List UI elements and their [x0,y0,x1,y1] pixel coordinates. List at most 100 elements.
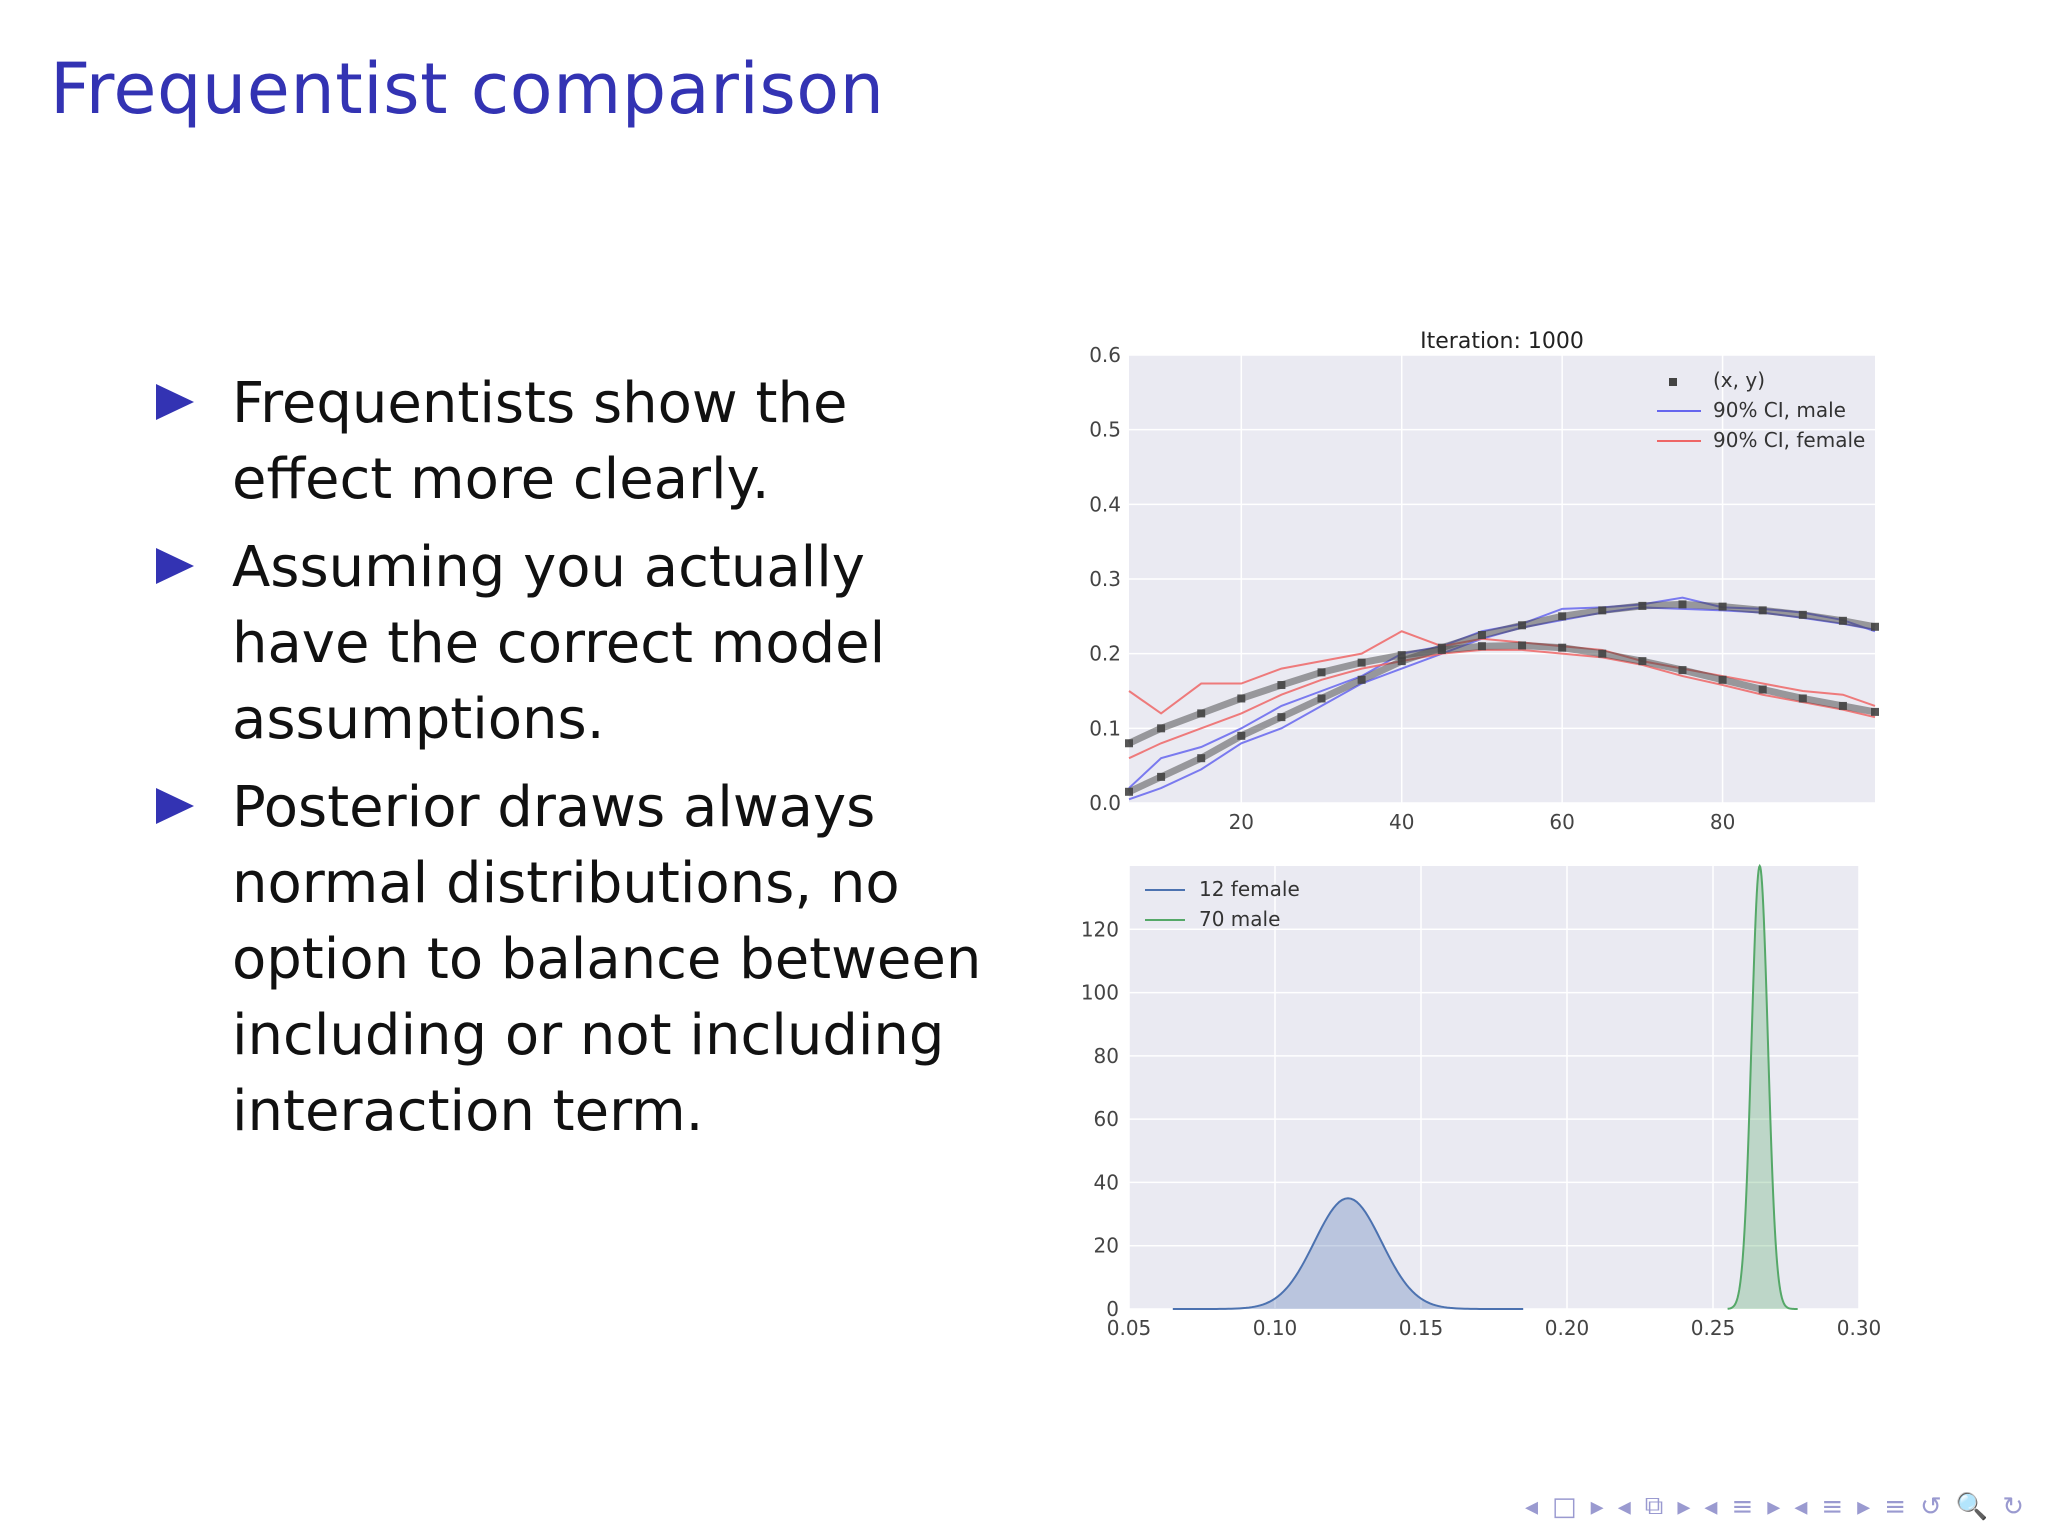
x-tick-label: 60 [1549,810,1574,834]
bullet-list: Frequentists show the effect more clearl… [152,366,1012,1162]
y-tick-label: 0 [1106,1297,1119,1321]
data-point [1197,709,1206,718]
data-point [1798,610,1807,619]
slide-icon[interactable]: ≡ [1821,1491,1844,1522]
beamer-navigation: ◂ □ ▸ ◂ ⧉ ▸ ◂ ≡ ▸ ◂ ≡ ▸ ≡ ↺ 🔍 ↻ [1525,1491,2024,1522]
legend-label: 90% CI, female [1713,428,1865,452]
nav-right-icon[interactable]: ▸ [1677,1491,1691,1522]
section-icon[interactable]: ≡ [1731,1491,1754,1522]
density-area [1172,1198,1524,1309]
data-point [1638,601,1647,610]
x-tick-label: 0.25 [1691,1316,1736,1340]
undo-icon[interactable]: ↺ [1920,1491,1942,1522]
data-point [1718,675,1727,684]
data-point [1437,645,1446,654]
y-tick-label: 0.4 [1089,492,1121,516]
x-tick-label: 80 [1710,810,1735,834]
data-point [1277,713,1286,722]
list-icon[interactable]: ≡ [1884,1491,1907,1522]
legend-label: 70 male [1199,907,1280,931]
data-point [1317,668,1326,677]
legend-label: (x, y) [1713,368,1765,392]
bullet-arrow-icon [156,548,194,584]
data-point [1518,621,1527,630]
data-point [1277,681,1286,690]
nav-left-icon[interactable]: ◂ [1617,1491,1631,1522]
data-point [1397,657,1406,666]
density-line [1727,863,1798,1310]
zoom-icon[interactable]: ↻ [2002,1491,2024,1522]
data-point [1678,600,1687,609]
y-tick-label: 20 [1094,1234,1119,1258]
bullet-arrow-icon [156,384,194,420]
legend-label: 90% CI, male [1713,398,1846,422]
data-point [1598,649,1607,658]
posterior-density-chart: 0.05 0.10 0.15 0.20 0.25 0.30 0 20 40 60 80 100 120 1… [1081,863,1882,1340]
y-tick-label: 0.1 [1089,716,1121,740]
x-tick-label: 0.05 [1107,1316,1152,1340]
nav-left-icon[interactable]: ◂ [1704,1491,1718,1522]
y-tick-label: 120 [1081,917,1119,941]
y-tick-label: 60 [1094,1107,1119,1131]
data-point [1317,694,1326,703]
data-point [1125,739,1133,748]
data-point [1157,724,1166,733]
search-icon[interactable]: 🔍 [1955,1491,1989,1522]
data-point [1598,606,1607,615]
data-point [1678,666,1687,675]
density-line [1172,1197,1524,1310]
y-tick-label: 0.2 [1089,642,1121,666]
data-point [1197,754,1206,763]
data-point [1237,731,1246,740]
data-point [1237,694,1246,703]
y-tick-label: 0.5 [1089,418,1121,442]
nav-right-icon[interactable]: ▸ [1590,1491,1604,1522]
bullet-text: Posterior draws always normal distributi… [232,775,982,1144]
ci-line-chart: 20 40 60 80 0.0 0.1 0.2 0.3 0.4 0.5 0.6 Iteration: … [1089,329,1879,834]
bullet-arrow-icon [156,788,194,824]
data-point [1838,701,1847,710]
data-point [1558,643,1567,652]
data-point [1518,641,1527,650]
data-point [1838,616,1847,625]
nav-left-icon[interactable]: ◂ [1794,1491,1808,1522]
data-point [1397,651,1406,660]
data-point [1477,642,1486,651]
point-trail [1127,600,1876,795]
data-point [1125,787,1133,796]
bullet-text: Frequentists show the effect more clearl… [232,371,848,512]
y-tick-label: 40 [1094,1170,1119,1194]
bullet-item: Frequentists show the effect more clearl… [152,366,1012,518]
point-trail [1127,641,1876,747]
data-point [1718,602,1727,611]
nav-left-icon[interactable]: ◂ [1524,1491,1539,1522]
subsection-icon[interactable]: ⧉ [1644,1491,1664,1521]
data-point [1871,622,1879,631]
legend-marker [1669,378,1677,386]
frame-icon[interactable]: □ [1552,1491,1577,1522]
y-tick-label: 0.6 [1089,343,1121,367]
nav-right-icon[interactable]: ▸ [1857,1491,1871,1522]
density-area [1727,866,1798,1309]
chart-title: Iteration: 1000 [1420,329,1584,354]
nav-right-icon[interactable]: ▸ [1767,1491,1781,1522]
bullet-text: Assuming you actually have the correct m… [232,535,886,752]
data-point [1558,612,1567,621]
x-tick-label: 20 [1229,810,1254,834]
data-point [1758,606,1767,615]
x-tick-label: 40 [1389,810,1414,834]
bullet-item: Posterior draws always normal distributi… [152,770,1012,1150]
x-tick-label: 0.15 [1399,1316,1444,1340]
data-point [1758,685,1767,694]
ci-line [1128,630,1876,715]
y-tick-label: 0.0 [1089,791,1121,815]
x-tick-label: 0.20 [1545,1316,1590,1340]
legend-label: 12 female [1199,877,1300,901]
data-point [1357,675,1366,684]
data-point [1798,694,1807,703]
data-point [1157,772,1166,781]
y-tick-label: 80 [1094,1044,1119,1068]
x-tick-label: 0.30 [1837,1316,1882,1340]
data-point [1638,657,1647,666]
y-tick-label: 0.3 [1089,567,1121,591]
